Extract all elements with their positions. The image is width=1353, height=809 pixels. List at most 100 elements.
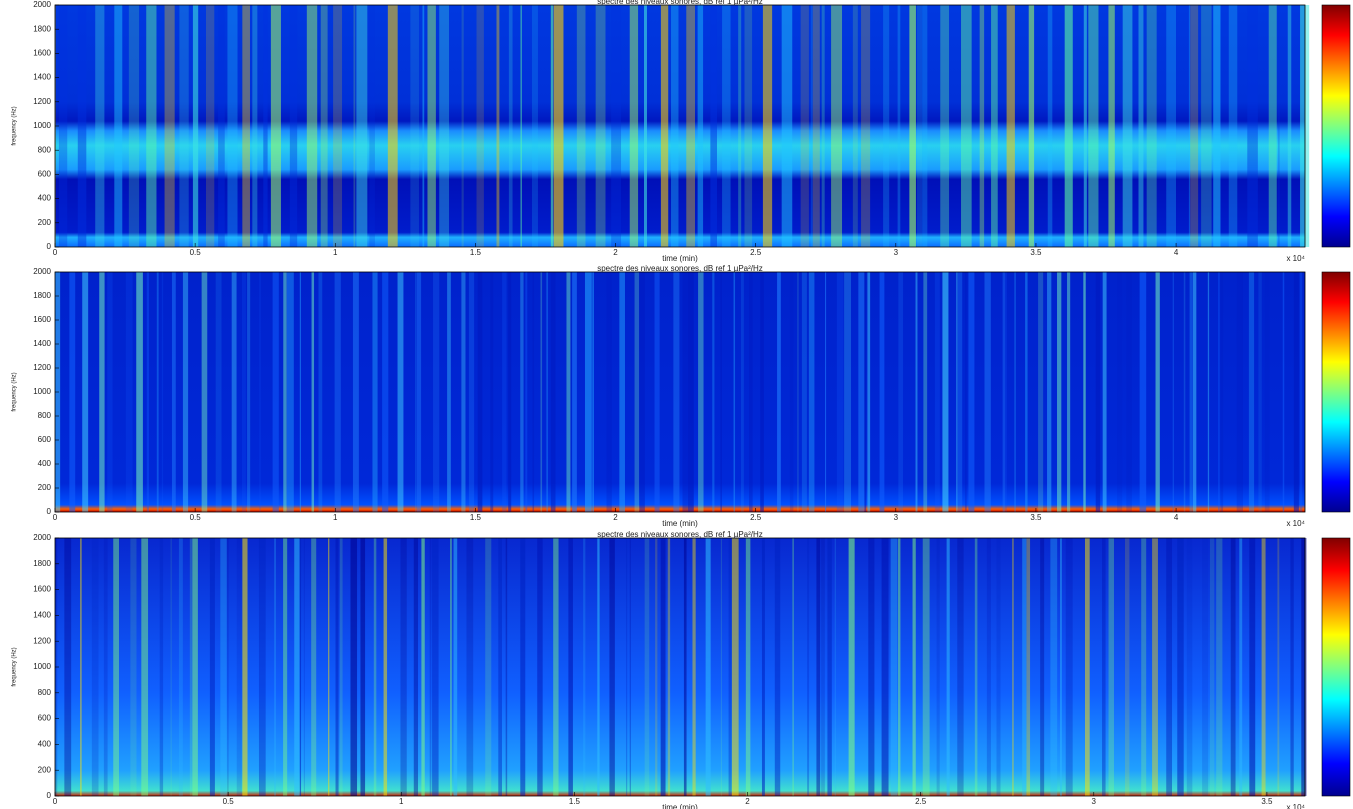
- spectrogram-panel: 0 200 400 600 800 1000 1200 1400 1600 1800 2000 0 0.…: [12, 530, 1351, 809]
- stripe: [639, 272, 645, 512]
- stripe: [270, 5, 281, 247]
- y-tick-label: 1800: [33, 24, 51, 33]
- stripe: [1166, 5, 1177, 247]
- stripe: [1012, 538, 1014, 796]
- stripe: [940, 5, 950, 247]
- stripe: [1141, 538, 1147, 796]
- x-tick-label: 3.5: [1030, 513, 1042, 522]
- stripe: [825, 272, 827, 512]
- stripe: [439, 5, 450, 247]
- spectrogram-background: [55, 5, 1305, 247]
- stripe: [1025, 272, 1028, 512]
- stripe: [957, 272, 963, 512]
- stripe: [114, 5, 123, 247]
- stripe: [1247, 5, 1258, 247]
- stripe: [619, 272, 625, 512]
- stripe: [1038, 272, 1044, 512]
- stripe: [774, 538, 781, 796]
- stripe: [879, 272, 885, 512]
- stripe: [800, 5, 809, 247]
- stripe: [82, 272, 89, 512]
- stripe: [890, 538, 898, 796]
- stripe: [387, 5, 398, 247]
- stripe: [429, 538, 432, 796]
- stripe: [1261, 538, 1266, 796]
- stripe: [812, 5, 820, 247]
- stripe: [673, 272, 680, 512]
- stripe: [974, 538, 978, 796]
- stripe: [1146, 5, 1157, 247]
- stripe: [1299, 272, 1303, 512]
- stripe: [546, 272, 549, 512]
- stripe: [720, 272, 722, 512]
- x-tick-label: 0.5: [223, 797, 235, 806]
- y-tick-label: 200: [38, 218, 52, 227]
- stripe: [227, 538, 229, 796]
- stripe: [241, 272, 246, 512]
- stripe: [749, 272, 753, 512]
- stripe: [447, 272, 451, 512]
- stripe: [1088, 5, 1099, 247]
- stripe: [373, 538, 377, 796]
- stripe: [792, 538, 794, 796]
- stripe: [283, 272, 287, 512]
- stripe: [583, 538, 586, 796]
- stripe: [655, 538, 658, 796]
- stripe: [461, 5, 464, 247]
- stripe: [421, 538, 425, 796]
- stripe: [1277, 538, 1280, 796]
- stripe: [1050, 538, 1058, 796]
- y-tick-label: 1400: [33, 611, 51, 620]
- stripe: [410, 5, 419, 247]
- stripe: [844, 272, 852, 512]
- stripe: [369, 5, 375, 247]
- stripe: [95, 5, 105, 247]
- y-tick-label: 600: [38, 435, 52, 444]
- stripe: [550, 272, 556, 512]
- stripe: [490, 272, 494, 512]
- stripe: [807, 538, 810, 796]
- stripe: [1248, 272, 1255, 512]
- y-tick-label: 1000: [33, 387, 51, 396]
- stripe: [710, 5, 717, 247]
- stripe: [508, 272, 512, 512]
- stripe: [1040, 538, 1045, 796]
- stripe: [182, 272, 189, 512]
- stripe: [961, 5, 972, 247]
- stripe: [687, 272, 694, 512]
- stripe: [667, 538, 671, 796]
- y-axis-label: frequency (Hz): [12, 372, 18, 411]
- stripe: [259, 272, 261, 512]
- stripe: [218, 5, 225, 247]
- x-tick-label: 4: [1174, 248, 1179, 257]
- stripe: [936, 538, 940, 796]
- stripe: [422, 5, 425, 247]
- y-tick-label: 400: [38, 740, 52, 749]
- stripe: [683, 538, 687, 796]
- stripe: [353, 5, 356, 247]
- stripe: [215, 272, 222, 512]
- stripe: [502, 272, 507, 512]
- y-tick-label: 400: [38, 194, 52, 203]
- stripe: [760, 272, 764, 512]
- stripe: [956, 272, 958, 512]
- stripe: [898, 272, 904, 512]
- stripe: [170, 538, 172, 796]
- stripe: [383, 538, 388, 796]
- x-tick-label: 2: [613, 248, 618, 257]
- stripe: [242, 538, 248, 796]
- stripe: [416, 272, 422, 512]
- x-tick-label: 2: [745, 797, 750, 806]
- stripe: [629, 538, 631, 796]
- stripe: [432, 538, 439, 796]
- stripe: [258, 538, 266, 796]
- stripe: [303, 538, 305, 796]
- stripe: [836, 272, 844, 512]
- y-tick-label: 1600: [33, 315, 51, 324]
- stripe: [1190, 5, 1199, 247]
- y-tick-label: 1200: [33, 97, 51, 106]
- stripe: [808, 272, 815, 512]
- y-tick-label: 2000: [33, 533, 51, 542]
- stripe: [626, 538, 628, 796]
- stripe: [606, 272, 612, 512]
